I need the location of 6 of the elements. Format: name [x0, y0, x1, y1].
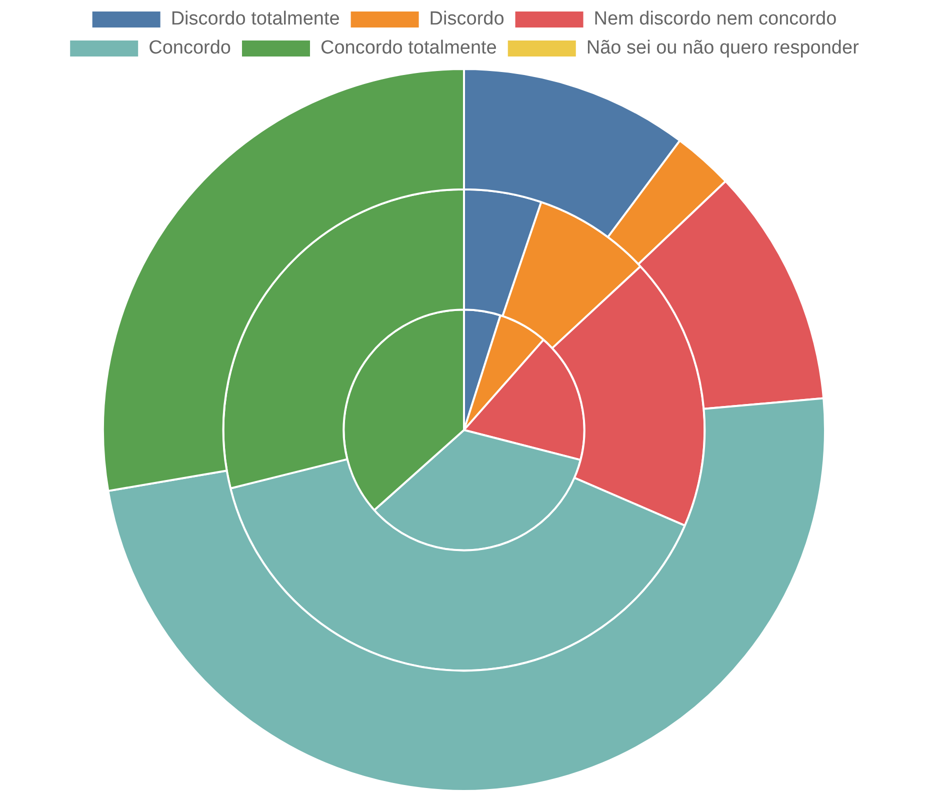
legend-label: Concordo totalmente: [320, 38, 497, 59]
legend-label: Discordo: [429, 8, 504, 30]
legend-label: Nem discordo nem concordo: [594, 8, 837, 30]
legend-label: Discordo totalmente: [170, 8, 340, 30]
legend-label: Não sei ou não quero responder: [586, 38, 860, 59]
legend-label: Concordo: [148, 38, 231, 59]
